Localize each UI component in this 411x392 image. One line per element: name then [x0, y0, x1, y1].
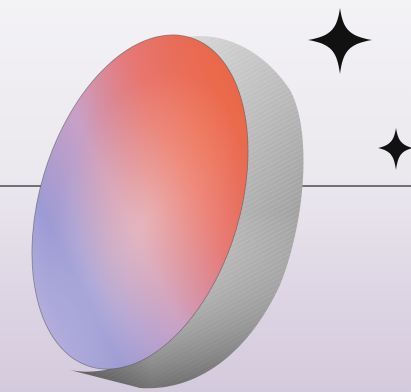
disc-icon: [31, 34, 249, 370]
sparkle-large-icon: [308, 8, 372, 74]
sparkle-small-icon: [378, 128, 411, 170]
